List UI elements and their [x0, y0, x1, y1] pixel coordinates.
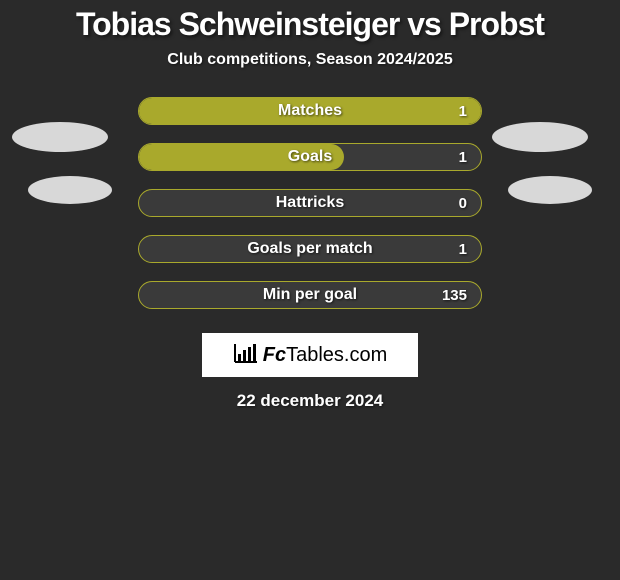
stat-bar: Goals 1	[138, 143, 482, 171]
decorative-ellipse	[508, 176, 592, 204]
stat-bar: Hattricks 0	[138, 189, 482, 217]
page-title: Tobias Schweinsteiger vs Probst	[0, 0, 620, 43]
logo-box: FcTables.com	[202, 333, 418, 377]
stat-bar: Min per goal 135	[138, 281, 482, 309]
stat-bar-label: Goals per match	[139, 236, 481, 262]
decorative-ellipse	[492, 122, 588, 152]
stat-bar-value: 1	[459, 98, 467, 124]
stat-bar-value: 1	[459, 144, 467, 170]
stat-bar-label: Hattricks	[139, 190, 481, 216]
date-label: 22 december 2024	[0, 391, 620, 411]
bar-chart-icon	[233, 342, 259, 369]
stat-bar-value: 135	[442, 282, 467, 308]
decorative-ellipse	[12, 122, 108, 152]
stat-bar-value: 1	[459, 236, 467, 262]
logo-text-fc: Fc	[263, 344, 286, 366]
stat-bar: Goals per match 1	[138, 235, 482, 263]
logo-text-tables: Tables.com	[286, 344, 387, 366]
stat-bar-value: 0	[459, 190, 467, 216]
logo-text: FcTables.com	[263, 344, 388, 367]
decorative-ellipse	[28, 176, 112, 204]
stat-bar-label: Goals	[139, 144, 481, 170]
stat-bar-label: Min per goal	[139, 282, 481, 308]
stat-bar-label: Matches	[139, 98, 481, 124]
stat-bar: Matches 1	[138, 97, 482, 125]
subtitle: Club competitions, Season 2024/2025	[0, 51, 620, 69]
